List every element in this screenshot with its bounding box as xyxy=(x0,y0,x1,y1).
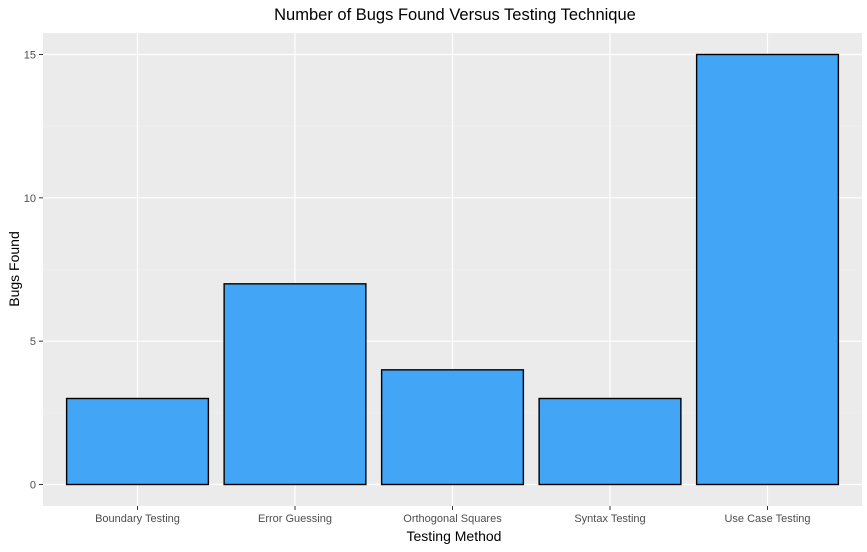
y-tick-label: 10 xyxy=(24,193,36,205)
x-tick-label: Boundary Testing xyxy=(95,513,180,525)
bar-series xyxy=(65,53,840,486)
bar-use-case-testing xyxy=(695,53,840,486)
bar-error-guessing xyxy=(223,283,367,486)
y-tick-label: 5 xyxy=(30,336,36,348)
bar-orthogonal-squares xyxy=(380,369,525,486)
bar-boundary-testing xyxy=(65,397,210,486)
axes: 0 5 10 15 Boundary Testing Error Guessing Orth… xyxy=(24,50,811,526)
x-axis-title: Testing Method xyxy=(407,528,502,544)
chart-title: Number of Bugs Found Versus Testing Tech… xyxy=(274,6,636,24)
y-tick-label: 0 xyxy=(30,480,36,492)
x-tick-label: Syntax Testing xyxy=(574,513,645,525)
x-tick-label: Orthogonal Squares xyxy=(403,513,502,525)
x-tick-label: Error Guessing xyxy=(258,513,332,525)
bar-syntax-testing xyxy=(538,397,682,486)
y-axis-title: Bugs Found xyxy=(6,231,22,307)
y-tick-label: 15 xyxy=(24,50,36,62)
x-tick-label: Use Case Testing xyxy=(724,513,810,525)
